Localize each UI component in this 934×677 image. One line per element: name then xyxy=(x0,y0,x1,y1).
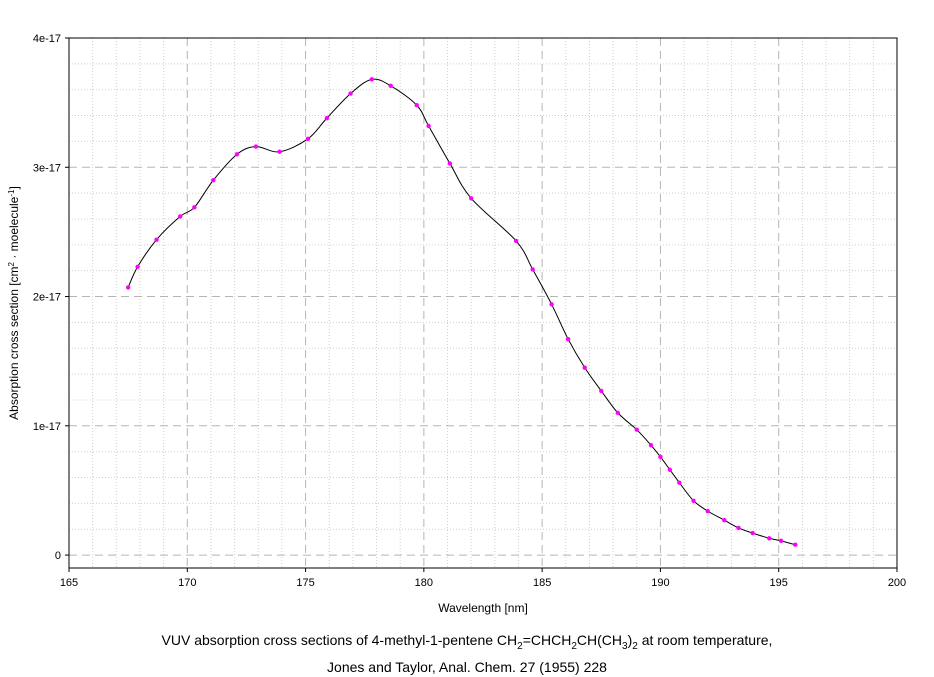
data-point xyxy=(125,285,131,290)
data-point xyxy=(305,136,311,142)
x-axis-label: Wavelength [nm] xyxy=(438,601,528,615)
x-tick-label: 200 xyxy=(888,577,906,589)
data-point xyxy=(677,480,682,485)
data-point xyxy=(277,149,282,154)
data-point xyxy=(414,103,419,108)
x-tick-label: 195 xyxy=(770,577,788,589)
data-markers xyxy=(125,77,798,547)
data-point xyxy=(658,454,663,460)
y-tick-label: 3e-17 xyxy=(33,162,61,174)
data-point xyxy=(468,196,474,201)
data-point xyxy=(705,508,710,514)
data-point xyxy=(177,214,183,219)
x-tick-label: 190 xyxy=(651,577,669,589)
x-tick-label: 165 xyxy=(60,577,78,589)
data-point xyxy=(615,410,621,416)
data-point xyxy=(750,530,755,536)
data-point xyxy=(348,91,353,96)
data-point xyxy=(192,205,197,210)
data-point xyxy=(234,152,240,157)
caption-line-2: Jones and Taylor, Anal. Chem. 27 (1955) … xyxy=(327,658,607,675)
data-point xyxy=(513,238,519,244)
data-point xyxy=(778,538,784,544)
data-point xyxy=(369,77,375,82)
data-point xyxy=(736,525,741,531)
y-tick-label: 4e-17 xyxy=(33,33,61,45)
x-tick-label: 175 xyxy=(296,577,314,589)
y-tick-label: 1e-17 xyxy=(33,421,61,433)
x-tick-label: 185 xyxy=(533,577,551,589)
data-point xyxy=(549,302,554,307)
x-tick-label: 180 xyxy=(415,577,433,589)
data-point xyxy=(582,365,587,370)
data-point xyxy=(648,442,654,448)
series-line xyxy=(127,78,796,546)
data-point xyxy=(324,115,330,121)
x-tick-label: 170 xyxy=(178,577,196,589)
data-point xyxy=(767,536,772,541)
x-axis: 165 170 175 180 185 190 195 200 xyxy=(60,568,906,589)
y-tick-label: 0 xyxy=(55,550,61,562)
data-point xyxy=(426,123,431,129)
data-point xyxy=(565,336,571,342)
y-tick-label: 2e-17 xyxy=(33,292,61,304)
caption-line-1: VUV absorption cross sections of 4-methy… xyxy=(161,632,773,652)
plot-area xyxy=(68,37,898,569)
grid xyxy=(69,37,897,568)
y-axis: 0 1e-17 2e-17 3e-17 4e-17 xyxy=(33,33,69,562)
data-point xyxy=(667,467,673,472)
data-point xyxy=(691,498,696,503)
data-point xyxy=(599,388,604,394)
data-point xyxy=(447,161,453,166)
chart-caption: VUV absorption cross sections of 4-methy… xyxy=(0,630,934,677)
data-point xyxy=(634,427,639,432)
data-point xyxy=(388,83,393,89)
data-point xyxy=(722,517,727,523)
data-point xyxy=(793,542,798,547)
data-point xyxy=(253,144,259,149)
y-axis-label: Absorption cross section [cm2 · moelecul… xyxy=(7,186,22,420)
data-point xyxy=(530,267,535,272)
data-point xyxy=(135,264,140,270)
data-point xyxy=(211,177,216,183)
data-point xyxy=(154,237,159,242)
chart: 165 170 175 180 185 190 195 200 0 1e-17 2e-17 3e-1… xyxy=(7,33,907,615)
